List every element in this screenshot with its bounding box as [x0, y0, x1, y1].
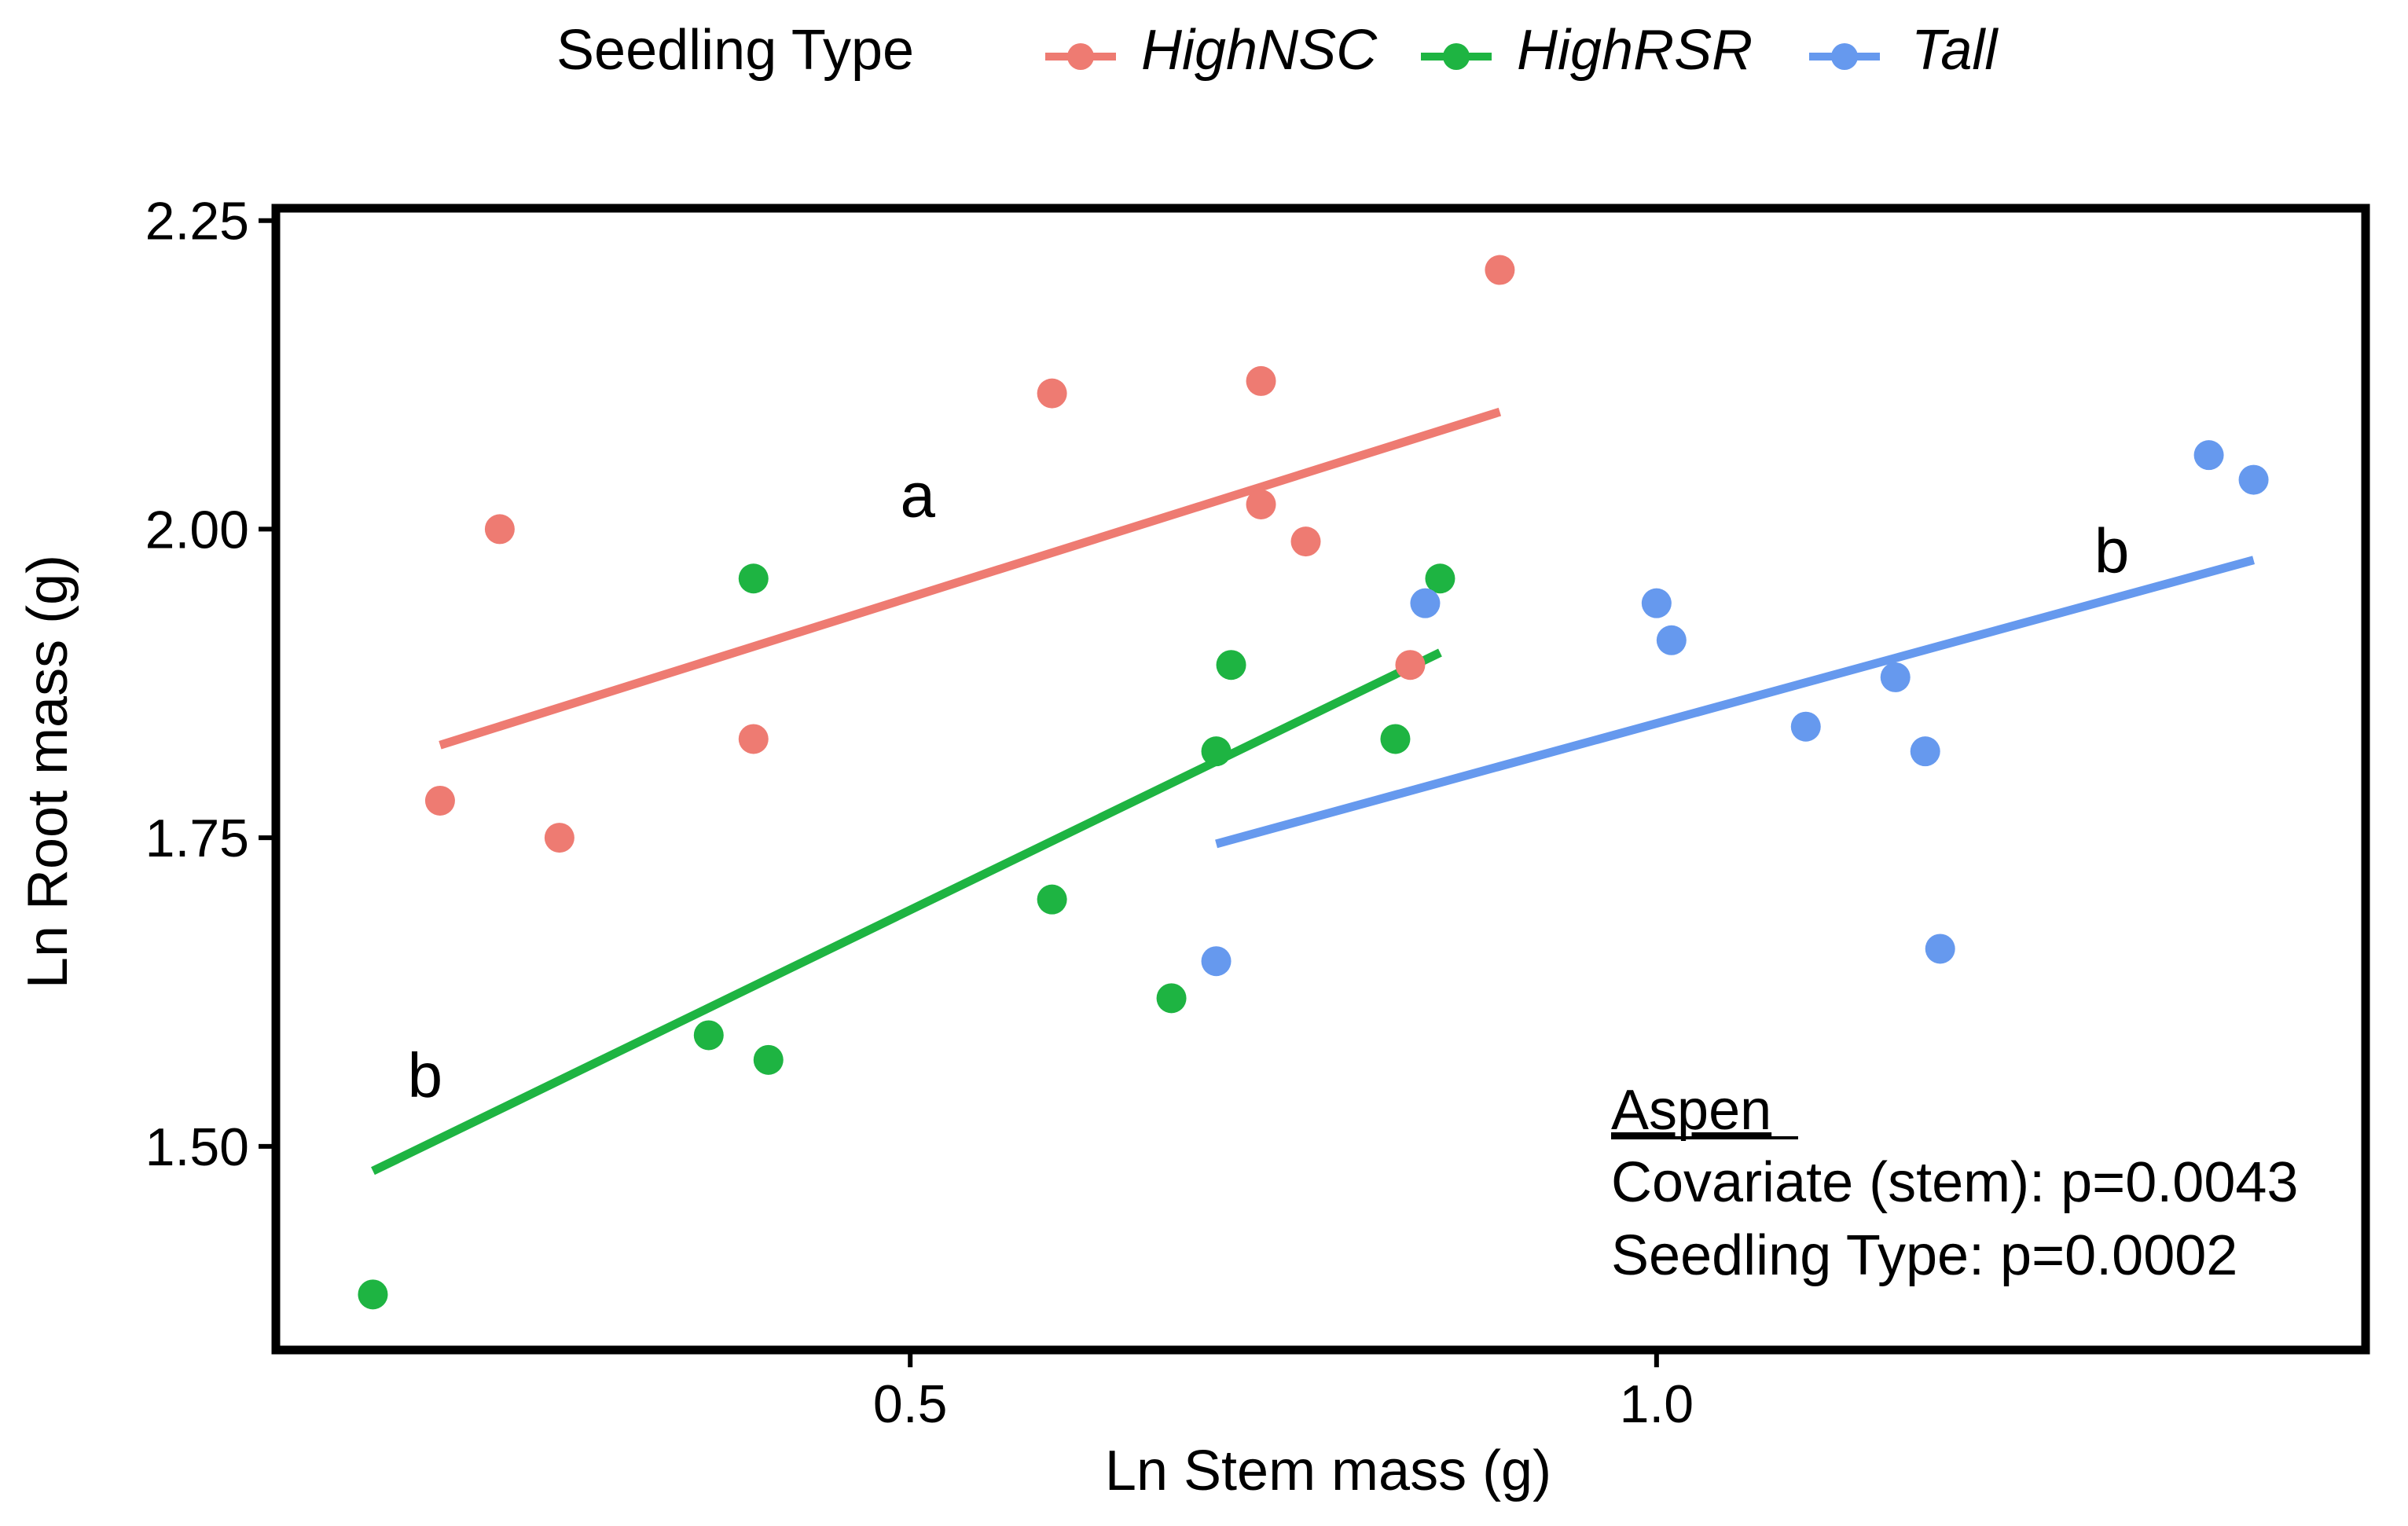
data-point-highnsc [484, 514, 515, 545]
data-point-highnsc [544, 823, 574, 853]
annotation-title: Aspen [1611, 1079, 1771, 1142]
fit-line-tall [1215, 556, 2256, 849]
fit-line-highrsr [371, 648, 1442, 1176]
x-axis-ticks: 0.5 1.0 [873, 1350, 1694, 1434]
data-point-tall [1201, 946, 1232, 977]
data-point-tall [1910, 736, 1940, 767]
data-point-tall [1880, 662, 1911, 692]
y-tick-label: 1.50 [145, 1117, 249, 1177]
legend-title: Seedling Type [556, 19, 914, 82]
annotation-covariate: Covariate (stem): p=0.0043 [1611, 1151, 2298, 1214]
data-point-highrsr [1156, 983, 1187, 1014]
data-point-highnsc [1246, 365, 1276, 396]
y-axis-ticks: 1.50 1.75 2.00 2.25 [145, 192, 276, 1177]
x-axis-title: Ln Stem mass (g) [1105, 1440, 1551, 1502]
x-tick-label: 1.0 [1620, 1374, 1694, 1434]
fit-lines [371, 407, 2256, 1176]
data-points [358, 255, 2269, 1310]
data-point-highnsc [424, 785, 455, 816]
group-letter-tall: b [2094, 515, 2130, 585]
x-tick-label: 0.5 [873, 1374, 948, 1434]
legend-swatch-highnsc-dot [1067, 43, 1094, 70]
data-point-highrsr [1216, 650, 1246, 680]
data-point-highnsc [1485, 255, 1515, 285]
data-point-highrsr [738, 563, 769, 594]
y-axis-title: Ln Root mass (g) [17, 555, 79, 989]
data-point-highrsr [1425, 563, 1455, 594]
data-point-tall [1925, 934, 1955, 964]
group-letters: a b b [408, 460, 2130, 1110]
legend-swatch-tall-dot [1831, 43, 1858, 70]
data-point-highnsc [1290, 526, 1321, 557]
data-point-tall [2193, 440, 2224, 471]
annotation-seedling-type: Seedling Type: p=0.0002 [1611, 1224, 2237, 1287]
legend-label-tall: Tall [1911, 19, 1999, 82]
legend-label-highnsc: HighNSC [1141, 19, 1378, 82]
data-point-highnsc [738, 724, 769, 754]
legend-label-highrsr: HighRSR [1517, 19, 1753, 82]
data-point-highnsc [1246, 489, 1276, 519]
data-point-highrsr [1380, 724, 1411, 754]
data-point-highrsr [753, 1044, 784, 1075]
data-point-highrsr [358, 1279, 388, 1310]
y-tick-label: 2.25 [145, 192, 249, 251]
data-point-tall [1410, 588, 1441, 618]
plot-panel-border [271, 204, 2370, 1355]
group-letter-highnsc: a [900, 460, 935, 530]
legend-swatch-highrsr-dot [1443, 43, 1470, 70]
data-point-highrsr [1037, 884, 1067, 915]
stats-annotation: Aspen Covariate (stem): p=0.0043 Seedlin… [1611, 1079, 2298, 1287]
data-point-highrsr [693, 1020, 724, 1051]
y-tick-label: 2.00 [145, 500, 249, 559]
data-point-tall [2238, 464, 2269, 495]
data-point-tall [1656, 625, 1687, 655]
data-point-highrsr [1201, 736, 1232, 767]
data-point-tall [1790, 711, 1821, 742]
fit-line-highnsc [439, 407, 1502, 750]
legend: Seedling Type HighNSC HighRSR Tall [556, 19, 1999, 82]
y-tick-label: 1.75 [145, 809, 249, 868]
group-letter-highrsr: b [408, 1040, 443, 1110]
data-point-highnsc [1037, 378, 1067, 409]
data-point-tall [1641, 588, 1672, 618]
data-point-highnsc [1395, 650, 1426, 680]
